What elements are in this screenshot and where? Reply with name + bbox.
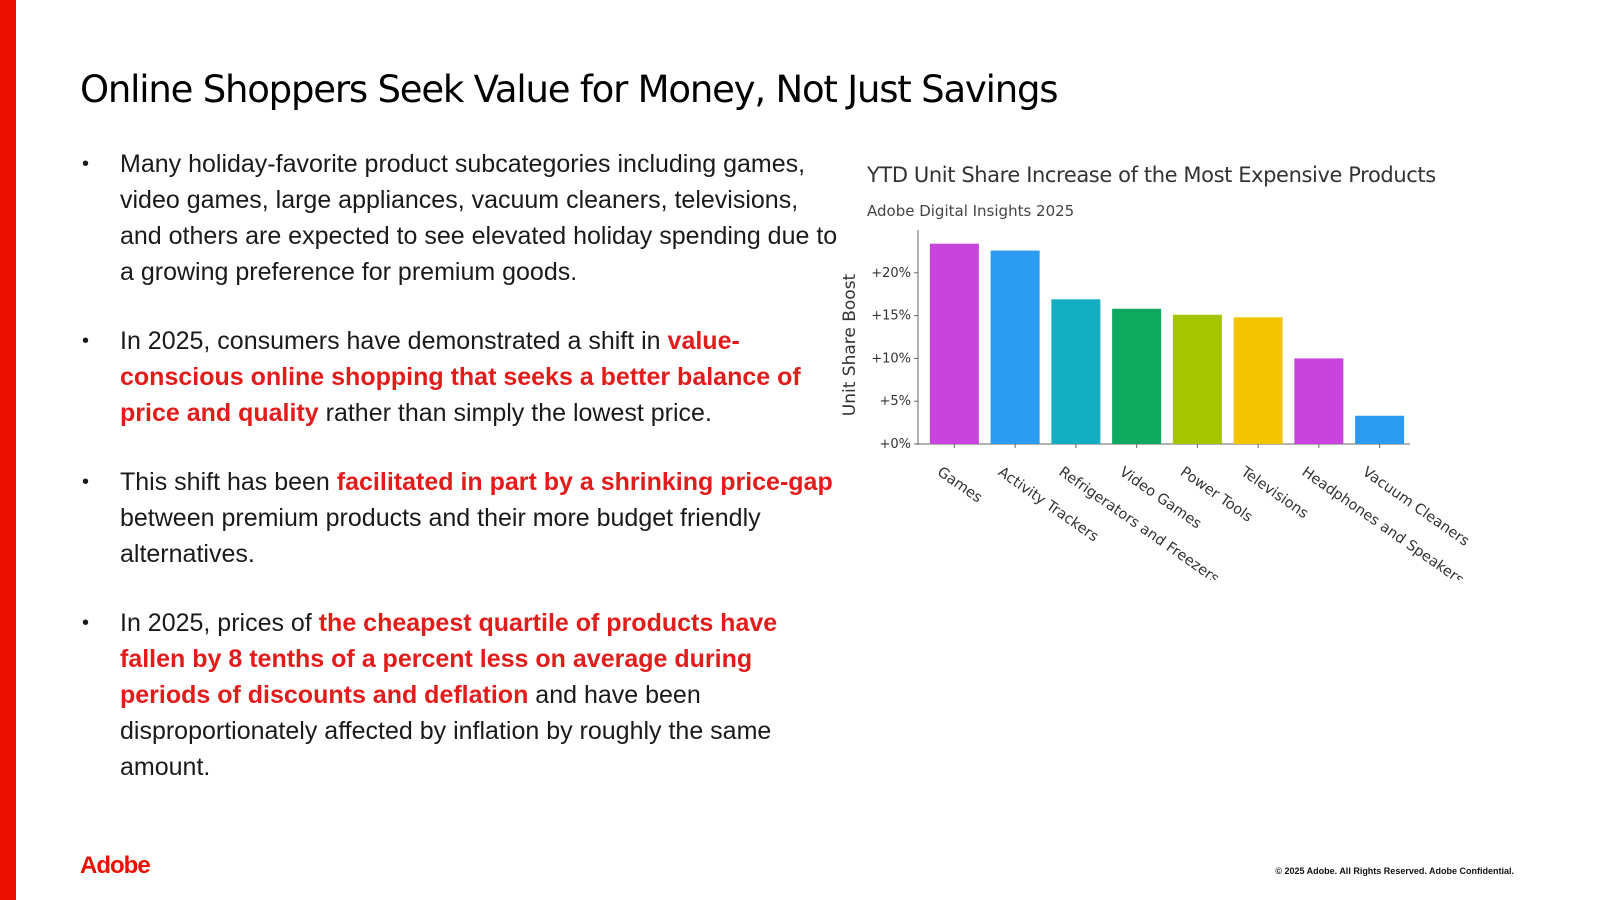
x-tick-label: Games xyxy=(934,464,985,506)
bullet-text: In 2025, consumers have demonstrated a s… xyxy=(120,327,668,355)
bullet-item: Many holiday-favorite product subcategor… xyxy=(82,146,842,290)
y-tick-label: +20% xyxy=(871,266,911,281)
bullet-text: This shift has been xyxy=(120,468,337,496)
bar-refrigerators-and-freezers xyxy=(1051,299,1101,444)
slide-title: Online Shoppers Seek Value for Money, No… xyxy=(80,68,1059,111)
bullet-text: and have been disproportionately affecte… xyxy=(120,681,772,781)
bullet-item: In 2025, prices of the cheapest quartile… xyxy=(82,605,842,785)
unit-share-bar-chart: YTD Unit Share Increase of the Most Expe… xyxy=(840,163,1472,580)
chart-subtitle: Adobe Digital Insights 2025 xyxy=(867,202,1074,220)
bullet-highlight-text: facilitated in part by a shrinking price… xyxy=(336,468,833,496)
y-tick-label: +10% xyxy=(871,351,911,366)
bullet-highlight-text: the cheapest quartile of products have f… xyxy=(120,609,778,709)
bullet-text: Many holiday-favorite product subcategor… xyxy=(120,150,838,286)
accent-bar xyxy=(0,0,16,900)
bullet-text: between premium products and their more … xyxy=(120,504,761,568)
bullet-text: In 2025, prices of xyxy=(120,609,319,637)
bullet-list: Many holiday-favorite product subcategor… xyxy=(82,146,842,818)
bar-headphones-and-speakers xyxy=(1294,358,1344,444)
bullet-highlight-text: value-conscious online shopping that see… xyxy=(120,327,801,427)
y-tick-label: +0% xyxy=(879,437,911,452)
adobe-logo: Adobe xyxy=(80,852,151,879)
bullet-item: In 2025, consumers have demonstrated a s… xyxy=(82,323,842,431)
y-axis-label: Unit Share Boost xyxy=(840,273,860,416)
x-tick-label: Vacuum Cleaners xyxy=(1359,464,1472,550)
x-tick-label: Activity Trackers xyxy=(995,464,1101,545)
bar-vacuum-cleaners xyxy=(1355,415,1405,444)
y-tick-label: +15% xyxy=(871,309,911,324)
bar-games xyxy=(929,243,979,444)
bullet-text: rather than simply the lowest price. xyxy=(318,399,712,427)
chart-title: YTD Unit Share Increase of the Most Expe… xyxy=(866,163,1436,187)
bar-activity-trackers xyxy=(990,250,1040,444)
copyright-notice: © 2025 Adobe. All Rights Reserved. Adobe… xyxy=(1275,866,1514,876)
bar-video-games xyxy=(1112,308,1162,444)
bar-power-tools xyxy=(1172,314,1222,444)
bullet-item: This shift has been facilitated in part … xyxy=(82,464,842,572)
y-tick-label: +5% xyxy=(879,394,911,409)
bar-televisions xyxy=(1233,317,1283,444)
